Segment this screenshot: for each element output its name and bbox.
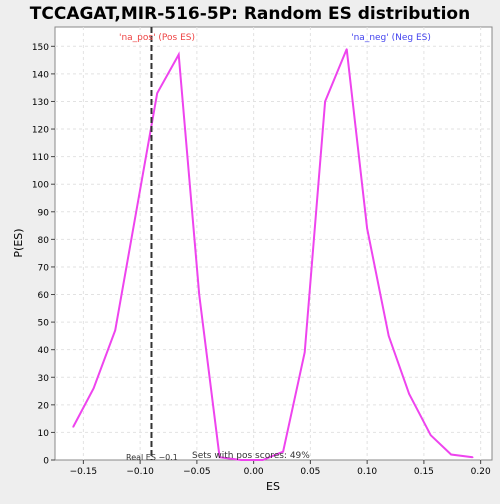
data-point (429, 434, 432, 436)
x-axis-label: ES (266, 480, 280, 493)
data-point (387, 335, 390, 337)
neg-es-label: 'na_neg' (Neg ES) (351, 33, 431, 43)
data-point (198, 293, 200, 296)
data-point (282, 450, 284, 453)
real-es-label: Real ES −0.1 (126, 453, 178, 462)
pos-scores-footer: Sets with pos scores: 49% (192, 451, 310, 461)
y-tick-label: 40 (38, 346, 50, 356)
data-point (218, 456, 221, 459)
data-point (240, 459, 242, 461)
data-point (345, 48, 348, 50)
y-tick-label: 60 (38, 291, 50, 301)
y-tick-label: 100 (32, 181, 49, 191)
x-tick-label: 0.05 (300, 467, 320, 477)
x-tick-label: 0.10 (357, 467, 377, 477)
y-tick-label: 50 (38, 319, 50, 329)
data-point (324, 100, 326, 103)
y-tick-label: 120 (32, 126, 49, 136)
data-point (303, 351, 306, 354)
y-tick-label: 0 (43, 457, 49, 467)
y-tick-label: 110 (32, 153, 49, 163)
x-tick-label: 0.00 (244, 467, 264, 477)
x-tick-label: −0.10 (126, 467, 154, 477)
y-tick-label: 150 (32, 43, 49, 53)
x-tick-label: −0.15 (70, 467, 98, 477)
data-point (177, 53, 180, 56)
pos-es-label: 'na_pos' (Pos ES) (119, 33, 195, 43)
plot-area (54, 26, 493, 461)
tick-layer: 0 10 20 30 40 50 60 70 80 90 100 110 120 130 140 150 −0.… (32, 43, 491, 477)
series-layer (72, 48, 474, 461)
y-axis-label: P(ES) (12, 228, 25, 257)
y-tick-label: 20 (38, 401, 50, 411)
y-tick-label: 30 (38, 374, 50, 384)
y-tick-label: 130 (32, 98, 49, 108)
y-tick-label: 80 (38, 236, 50, 246)
y-tick-label: 90 (38, 208, 50, 218)
y-tick-label: 70 (38, 263, 50, 273)
chart-title: TCCAGAT,MIR-516-5P: Random ES distributi… (30, 4, 470, 24)
data-point (261, 459, 264, 461)
y-tick-label: 140 (32, 70, 49, 80)
data-point (450, 453, 452, 456)
data-point (408, 393, 410, 395)
data-point (114, 329, 116, 332)
grid-layer (55, 27, 492, 460)
data-point (156, 92, 158, 94)
data-point (471, 456, 474, 459)
x-tick-label: 0.15 (414, 467, 434, 477)
data-point (92, 387, 95, 390)
data-point (366, 227, 368, 230)
y-tick-label: 10 (38, 429, 50, 439)
x-tick-label: 0.20 (471, 467, 491, 477)
x-tick-label: −0.05 (183, 467, 211, 477)
data-point (72, 426, 74, 428)
